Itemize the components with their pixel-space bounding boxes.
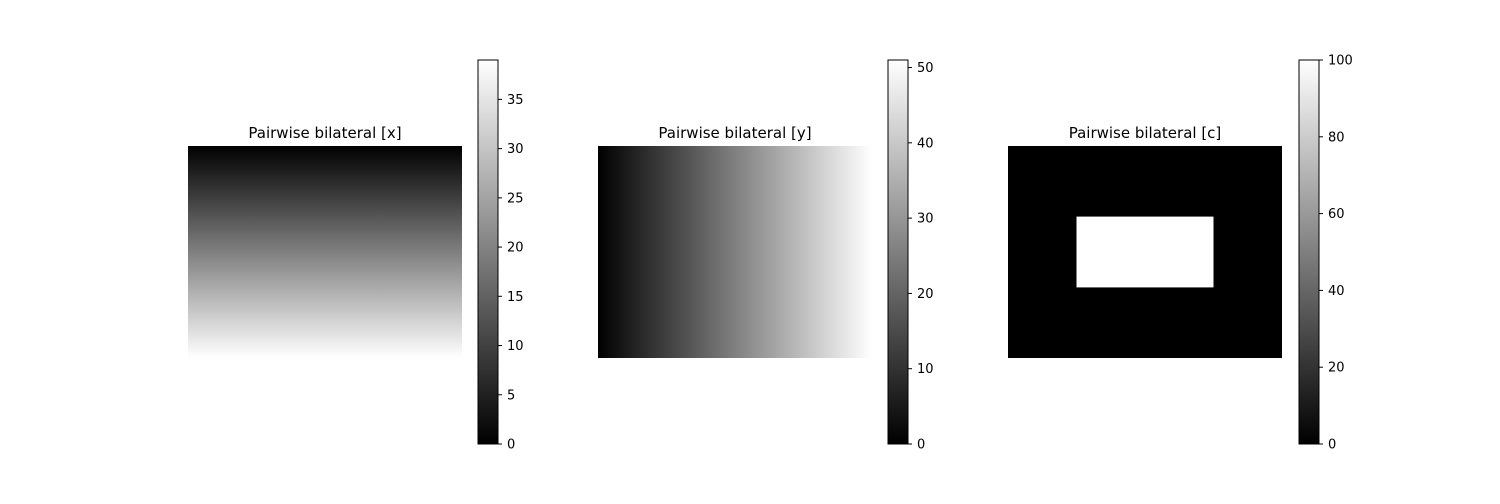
colorbar-tick-label: 15: [507, 290, 524, 305]
colorbar-tick-label: 5: [507, 388, 515, 403]
heatmap-bright-rectangle: [1076, 216, 1214, 288]
colorbar-tick-label: 60: [1328, 207, 1345, 222]
colorbar-gradient: [1298, 59, 1320, 445]
colorbar-tick-label: 25: [507, 191, 524, 206]
colorbar-tick-label: 35: [507, 93, 524, 108]
colorbar-tick-label: 30: [917, 212, 934, 227]
colorbar-gradient: [887, 59, 909, 445]
colorbar-tick-label: 0: [507, 438, 515, 453]
colorbar-tick-label: 20: [1328, 361, 1345, 376]
colorbar-tick-label: 10: [917, 362, 934, 377]
colorbar-tick-label: 30: [507, 142, 524, 157]
colorbar-tick-label: 40: [917, 136, 934, 151]
colorbar-tick-label: 10: [507, 339, 524, 354]
heatmap-image: [598, 146, 872, 358]
colorbar: 0 5 10 15 20 25 30 35: [477, 59, 524, 453]
colorbar-tick-label: 50: [917, 61, 934, 76]
panel-c: Pairwise bilateral [c] 0 20 40 60 80 100: [1008, 54, 1353, 453]
panel-title: Pairwise bilateral [x]: [248, 124, 401, 142]
heatmap-image: [188, 146, 462, 358]
colorbar-tick-label: 80: [1328, 130, 1345, 145]
colorbar-tick-label: 40: [1328, 284, 1345, 299]
panel-y: Pairwise bilateral [y] 0 10 20 30 40 50: [598, 59, 934, 453]
colorbar-gradient: [477, 59, 499, 445]
colorbar-tick-label: 20: [917, 287, 934, 302]
colorbar-tick-label: 100: [1328, 54, 1353, 69]
panel-title: Pairwise bilateral [y]: [658, 124, 811, 142]
panel-title: Pairwise bilateral [c]: [1069, 124, 1222, 142]
colorbar: 0 10 20 30 40 50: [887, 59, 934, 453]
colorbar-tick-label: 0: [917, 438, 925, 453]
colorbar-tick-label: 20: [507, 241, 524, 256]
colorbar: 0 20 40 60 80 100: [1298, 54, 1353, 453]
panel-x: Pairwise bilateral [x] 0 5 10 15 20 25 30 35: [188, 59, 524, 453]
colorbar-tick-label: 0: [1328, 438, 1336, 453]
